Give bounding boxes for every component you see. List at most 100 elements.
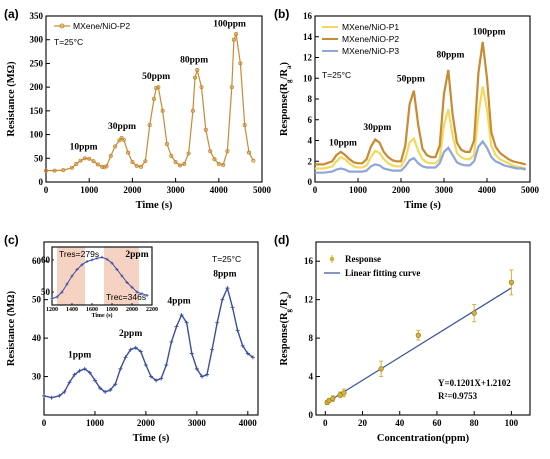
- peak-annotation: 50ppm: [142, 72, 170, 82]
- inset-data-point: [90, 258, 94, 262]
- y-tick-label: 2: [308, 156, 313, 166]
- data-point: [225, 286, 230, 291]
- inset-series-line: [51, 256, 148, 300]
- data-point: [77, 368, 82, 373]
- data-point: [220, 297, 225, 302]
- y-tick-label: 6: [308, 115, 313, 125]
- x-tick-label: 2000: [123, 185, 142, 195]
- x-tick-label: 4000: [478, 185, 497, 195]
- fit-r-squared: R²=0.9753: [438, 391, 478, 401]
- inset-y-tick-label: 50: [41, 287, 51, 297]
- data-point: [126, 150, 131, 155]
- x-tick-label: 3000: [167, 185, 186, 195]
- peak-annotation: 10ppm: [70, 143, 98, 153]
- x-axis-label: Time (s): [133, 433, 170, 444]
- data-point: [169, 339, 174, 344]
- y-tick-label: 0: [39, 177, 44, 187]
- temperature-label: T=25°C: [212, 254, 241, 264]
- y-tick-label: 350: [30, 11, 44, 21]
- inset-data-point: [85, 260, 89, 263]
- plot-frame: [315, 241, 531, 416]
- x-tick-label: 4000: [239, 418, 258, 428]
- y-axis-label: Response(Rg/Ra): [279, 61, 293, 136]
- x-tick-label: 0: [313, 185, 318, 195]
- data-point: [98, 386, 103, 391]
- data-point: [195, 68, 200, 73]
- data-point: [221, 162, 226, 167]
- legend-marker: [59, 23, 65, 29]
- fit-line: [324, 287, 512, 404]
- data-point: [235, 328, 240, 333]
- inset-plot: 1200 1400 1600 1800 2000 2200 50 60 Time (s) Tres…: [41, 246, 158, 319]
- data-point: [42, 393, 46, 398]
- data-point: [123, 355, 128, 360]
- x-tick-label: 0: [42, 418, 47, 428]
- inset-x-tick-label: 1200: [46, 307, 58, 313]
- data-point: [231, 37, 236, 42]
- y-tick-label: 50: [32, 295, 42, 305]
- y-axis-label: Resistance (MΩ): [6, 290, 17, 366]
- data-point: [234, 31, 239, 37]
- data-point: [72, 372, 77, 377]
- y-tick-label: 12: [303, 53, 313, 63]
- data-point: [113, 144, 118, 149]
- inset-data-point: [135, 290, 139, 294]
- x-tick-label: 0: [44, 185, 49, 195]
- data-point: [128, 347, 133, 352]
- inset-x-tick-label: 2200: [146, 307, 158, 313]
- data-point: [57, 393, 62, 398]
- data-point: [242, 123, 247, 128]
- data-point: [189, 351, 194, 356]
- x-tick-label: 60: [432, 418, 442, 428]
- inset-x-tick-label: 1400: [66, 307, 78, 313]
- fit-equation: Y=0.1201X+1.2102: [438, 378, 511, 388]
- series-line: [315, 139, 526, 174]
- legend-label: MXene/NiO-P3: [342, 46, 399, 56]
- x-tick-label: 1000: [349, 185, 368, 195]
- inset-data-point: [100, 255, 104, 259]
- data-point: [82, 156, 87, 161]
- inset-data-point: [95, 256, 99, 260]
- data-point: [43, 168, 49, 173]
- data-point: [173, 160, 178, 165]
- x-tick-label: 2000: [392, 185, 411, 195]
- x-tick-label: 1000: [80, 185, 99, 195]
- peak-annotation: 30ppm: [108, 122, 136, 132]
- data-point: [62, 389, 67, 394]
- y-tick-label: 250: [30, 58, 44, 68]
- y-tick-label: 150: [30, 106, 44, 116]
- y-tick-label: 300: [30, 35, 44, 45]
- data-point: [49, 395, 54, 400]
- data-point: [95, 162, 100, 167]
- legend-label: Linear fitting curve: [345, 268, 420, 278]
- data-point: [240, 343, 245, 348]
- y-tick-label: 14: [303, 32, 313, 42]
- data-point: [251, 158, 256, 163]
- inset-x-tick-label: 2000: [126, 307, 138, 313]
- data-point: [245, 351, 250, 356]
- data-point: [138, 164, 144, 169]
- data-point: [190, 108, 195, 113]
- data-point: [87, 156, 92, 161]
- inset-x-tick-label: 1600: [86, 307, 98, 313]
- y-tick-label: 10: [303, 73, 313, 83]
- data-point: [102, 165, 107, 170]
- legend-label: MXene/NiO-P2: [73, 21, 130, 31]
- y-axis-label: Resistance (MΩ): [6, 61, 17, 137]
- data-point: [138, 349, 143, 354]
- data-point: [415, 332, 421, 338]
- data-point: [378, 366, 384, 372]
- inset-data-point: [65, 282, 69, 286]
- data-point: [238, 61, 243, 66]
- y-tick-label: 4: [308, 136, 313, 146]
- data-point: [133, 345, 138, 350]
- data-point: [147, 123, 152, 128]
- data-point: [82, 366, 87, 371]
- data-point: [159, 376, 164, 381]
- peak-annotation: 80ppm: [180, 55, 208, 65]
- y-tick-label: 8: [308, 94, 313, 104]
- peak-annotation: 50ppm: [397, 74, 425, 84]
- peak-annotation: 8ppm: [213, 270, 236, 280]
- inset-data-point: [145, 293, 149, 297]
